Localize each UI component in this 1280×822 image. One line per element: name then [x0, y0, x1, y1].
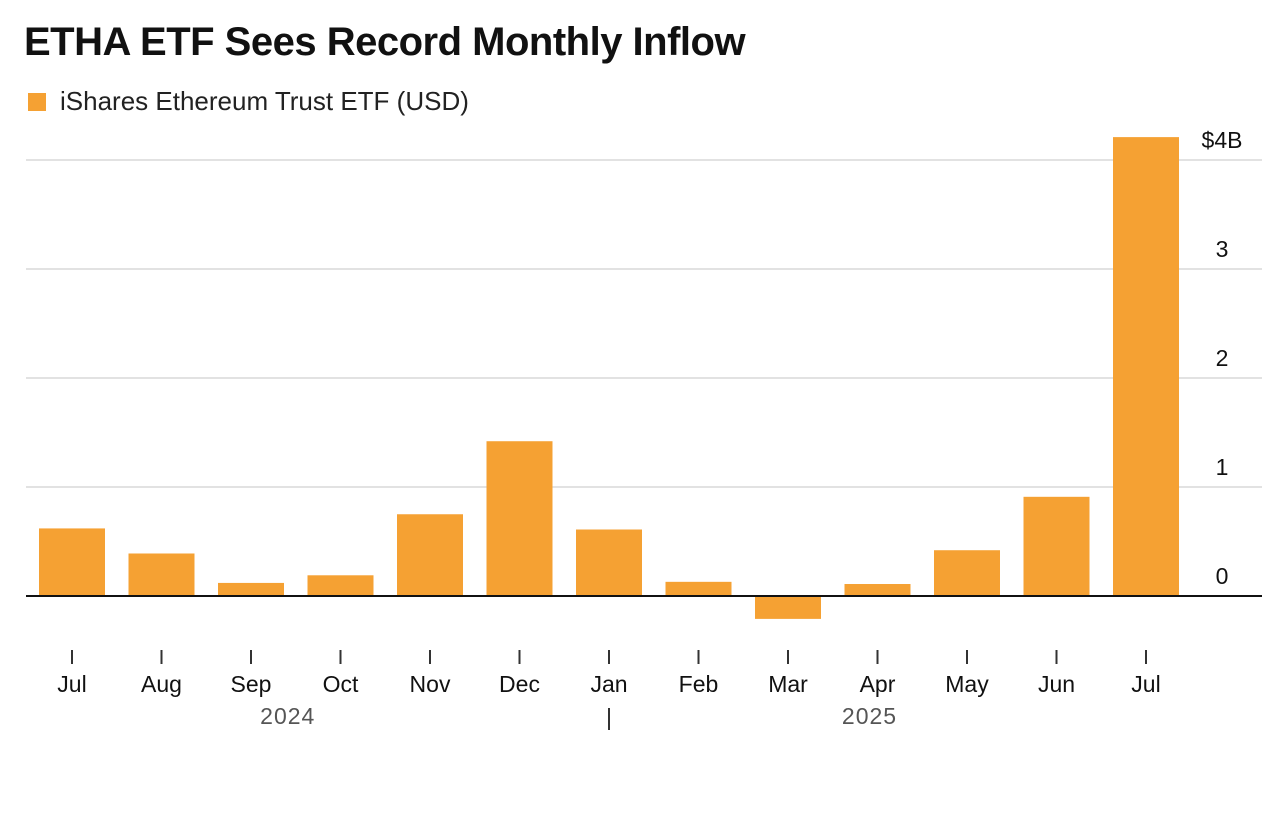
year-label: 2025: [842, 703, 897, 729]
bar-dec-5: [486, 441, 553, 596]
x-axis: Jul Aug Sep Oct Nov Dec Jan Feb Mar Apr May Jun Jul 2…: [57, 650, 1161, 730]
x-tick-label: Aug: [141, 671, 182, 697]
bar-jun-11: [1023, 496, 1090, 596]
bar-jan-6: [576, 529, 642, 596]
x-tick-label: Apr: [860, 671, 896, 697]
legend: iShares Ethereum Trust ETF (USD): [28, 86, 469, 117]
bar-apr-9: [844, 584, 911, 596]
x-tick-label: Feb: [679, 671, 719, 697]
bar-feb-7: [665, 581, 732, 596]
x-tick-label: Nov: [410, 671, 451, 697]
y-tick-label: 1: [1216, 454, 1229, 480]
x-tick-label: Jun: [1038, 671, 1075, 697]
y-axis-labels: 0 1 2 3 $4B: [1202, 127, 1243, 589]
bar-sep-2: [218, 582, 284, 596]
x-tick-label: Dec: [499, 671, 540, 697]
y-tick-label: 2: [1216, 345, 1229, 371]
x-tick-label: Jan: [590, 671, 627, 697]
bar-nov-4: [397, 514, 463, 596]
bar-jul-0: [39, 528, 105, 596]
grid-lines: [26, 159, 1262, 488]
bar-may-10: [934, 550, 1000, 596]
x-tick-label: May: [945, 671, 989, 697]
x-tick-label: Mar: [768, 671, 808, 697]
x-tick-label: Oct: [323, 671, 359, 697]
x-tick-label: Jul: [57, 671, 86, 697]
bar-aug-1: [128, 553, 195, 596]
year-label: 2024: [260, 703, 315, 729]
chart-title: ETHA ETF Sees Record Monthly Inflow: [24, 20, 746, 64]
bars: [39, 137, 1179, 619]
legend-label: iShares Ethereum Trust ETF (USD): [60, 86, 469, 116]
y-tick-label: $4B: [1202, 127, 1243, 153]
legend-swatch: [28, 92, 46, 111]
bar-jul-12: [1113, 137, 1179, 597]
y-tick-label: 3: [1216, 236, 1229, 262]
bar-oct-3: [307, 575, 374, 596]
x-tick-label: Sep: [231, 671, 272, 697]
bar-mar-8: [755, 596, 821, 619]
x-tick-label: Jul: [1131, 671, 1160, 697]
y-tick-label: 0: [1216, 563, 1229, 589]
